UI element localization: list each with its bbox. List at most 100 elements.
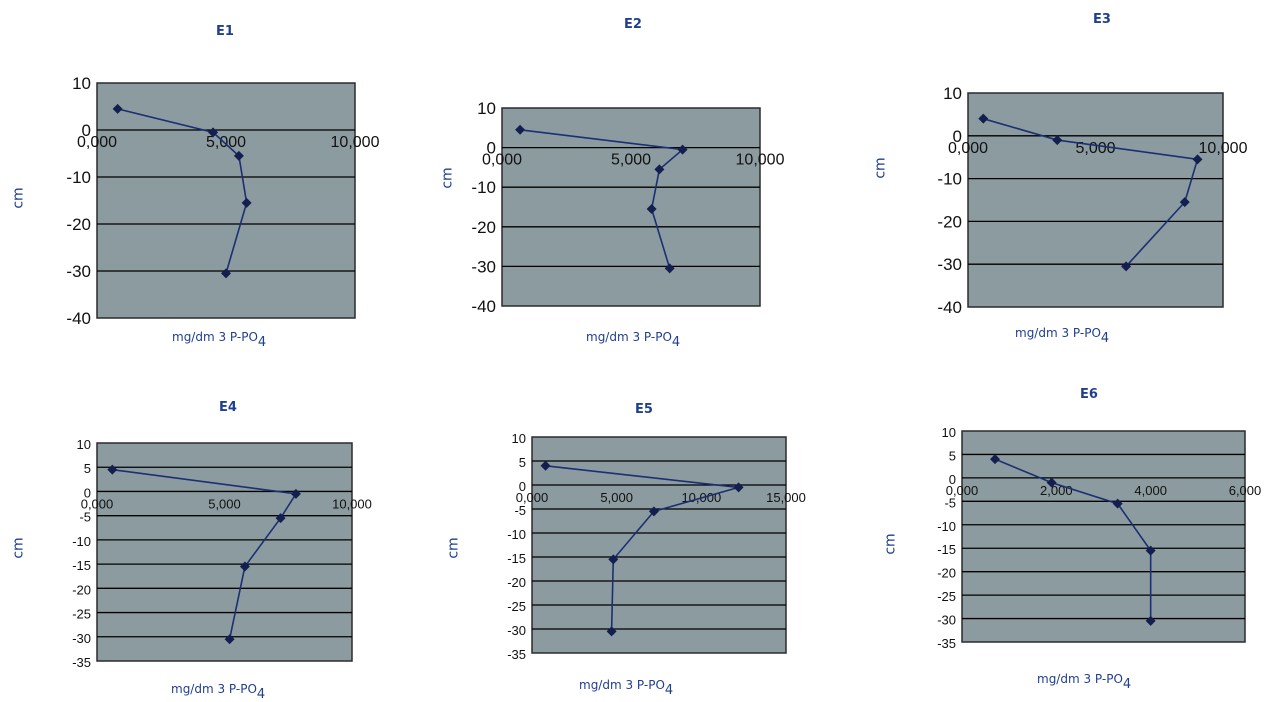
x-axis-label-subscript: 4 xyxy=(256,687,266,702)
y-tick-label: -20 xyxy=(937,566,956,581)
x-tick-label: 0,000 xyxy=(516,490,549,505)
series-line xyxy=(983,117,1199,267)
y-tick-label: 10 xyxy=(512,431,526,446)
data-point xyxy=(224,634,235,645)
x-axis-label: mg/dm 3 P-PO4 xyxy=(172,330,266,350)
x-tick-label: 0,000 xyxy=(946,483,979,498)
x-tick-label: 0,000 xyxy=(81,496,114,511)
x-axis-label-main: mg/dm 3 P-PO xyxy=(172,330,258,344)
data-point xyxy=(606,626,617,637)
y-axis-label: cm xyxy=(10,187,27,209)
y-tick-label: 5 xyxy=(519,455,526,470)
x-tick-label: 10,000 xyxy=(681,490,721,505)
x-axis-label-subscript: 4 xyxy=(1100,331,1110,346)
data-point xyxy=(241,197,252,208)
chart-title: E6 xyxy=(1080,387,1098,402)
series-line xyxy=(994,458,1152,621)
y-tick-label: -5 xyxy=(944,495,956,510)
x-axis-label: mg/dm 3 P-PO4 xyxy=(1015,326,1109,346)
data-point xyxy=(664,263,675,274)
y-tick-label: -40 xyxy=(66,309,91,328)
y-tick-label: -35 xyxy=(507,647,526,662)
x-axis-label: mg/dm 3 P-PO4 xyxy=(171,682,265,702)
plot-area xyxy=(531,436,787,654)
x-tick-label: 5,000 xyxy=(600,490,633,505)
data-point xyxy=(733,482,744,493)
y-tick-label: 0 xyxy=(953,127,962,146)
series-line xyxy=(117,108,248,274)
y-tick-label: -10 xyxy=(937,519,956,534)
x-axis-label-subscript: 4 xyxy=(257,335,267,350)
data-point xyxy=(239,561,250,572)
y-tick-label: -30 xyxy=(507,623,526,638)
data-point xyxy=(677,144,688,155)
x-tick-label: 5,000 xyxy=(208,496,241,511)
y-tick-label: -5 xyxy=(79,510,91,525)
y-tick-label: 0 xyxy=(84,485,91,500)
y-tick-label: -40 xyxy=(937,298,962,317)
x-tick-label: 0,000 xyxy=(482,152,522,169)
y-tick-label: -30 xyxy=(937,613,956,628)
x-axis-label-main: mg/dm 3 P-PO xyxy=(586,330,672,344)
y-axis-label: cm xyxy=(10,537,27,559)
series-line xyxy=(519,128,685,269)
x-axis-label: mg/dm 3 P-PO4 xyxy=(579,678,673,698)
data-point xyxy=(654,164,665,175)
data-point xyxy=(515,124,526,135)
x-tick-label: 10,000 xyxy=(332,496,372,511)
plot-area xyxy=(961,430,1246,643)
y-axis-label: cm xyxy=(439,167,456,189)
x-tick-label: 0,000 xyxy=(948,140,988,157)
y-tick-label: 10 xyxy=(477,99,496,118)
x-tick-label: 5,000 xyxy=(1075,140,1115,157)
chart-title: E2 xyxy=(624,17,642,32)
x-axis-label-subscript: 4 xyxy=(664,683,674,698)
x-axis-label-subscript: 4 xyxy=(671,335,681,350)
x-axis-label-main: mg/dm 3 P-PO xyxy=(1037,672,1123,686)
data-point xyxy=(990,454,1001,465)
data-point xyxy=(1112,498,1123,509)
data-point xyxy=(275,513,286,524)
y-tick-label: 10 xyxy=(943,84,962,103)
y-axis-label: cm xyxy=(872,157,889,179)
data-point xyxy=(1145,615,1156,626)
y-tick-label: -10 xyxy=(937,170,962,189)
chart-title: E1 xyxy=(216,24,234,39)
x-axis-label: mg/dm 3 P-PO4 xyxy=(1037,672,1131,692)
x-axis-label-main: mg/dm 3 P-PO xyxy=(171,682,257,696)
data-point xyxy=(540,460,551,471)
y-tick-label: -10 xyxy=(66,168,91,187)
y-tick-label: -30 xyxy=(66,262,91,281)
x-tick-label: 5,000 xyxy=(611,152,651,169)
y-tick-label: -20 xyxy=(937,212,962,231)
y-tick-label: -15 xyxy=(72,558,91,573)
chart-title: E3 xyxy=(1093,12,1111,27)
data-point xyxy=(1145,545,1156,556)
data-point xyxy=(208,127,219,138)
data-point xyxy=(221,268,231,279)
x-tick-label: 5,000 xyxy=(206,134,246,151)
x-tick-label: 0,000 xyxy=(77,134,117,151)
y-tick-label: 5 xyxy=(84,461,91,476)
y-tick-label: -10 xyxy=(507,527,526,542)
y-tick-label: -15 xyxy=(937,542,956,557)
data-point xyxy=(608,554,619,565)
y-tick-label: 5 xyxy=(949,448,956,463)
y-tick-label: 0 xyxy=(949,472,956,487)
y-axis-label: cm xyxy=(445,537,462,559)
x-tick-label: 15,000 xyxy=(766,490,806,505)
data-point xyxy=(646,203,657,214)
x-axis-label-subscript: 4 xyxy=(1122,677,1132,692)
plot-area xyxy=(501,107,761,307)
data-point xyxy=(1121,261,1132,272)
y-tick-label: -25 xyxy=(72,607,91,622)
series-line xyxy=(545,465,739,632)
y-tick-label: -5 xyxy=(514,503,526,518)
y-tick-label: -35 xyxy=(72,655,91,670)
data-point xyxy=(648,506,659,517)
y-tick-label: -35 xyxy=(937,636,956,651)
x-tick-label: 4,000 xyxy=(1134,483,1167,498)
y-tick-label: -20 xyxy=(72,582,91,597)
